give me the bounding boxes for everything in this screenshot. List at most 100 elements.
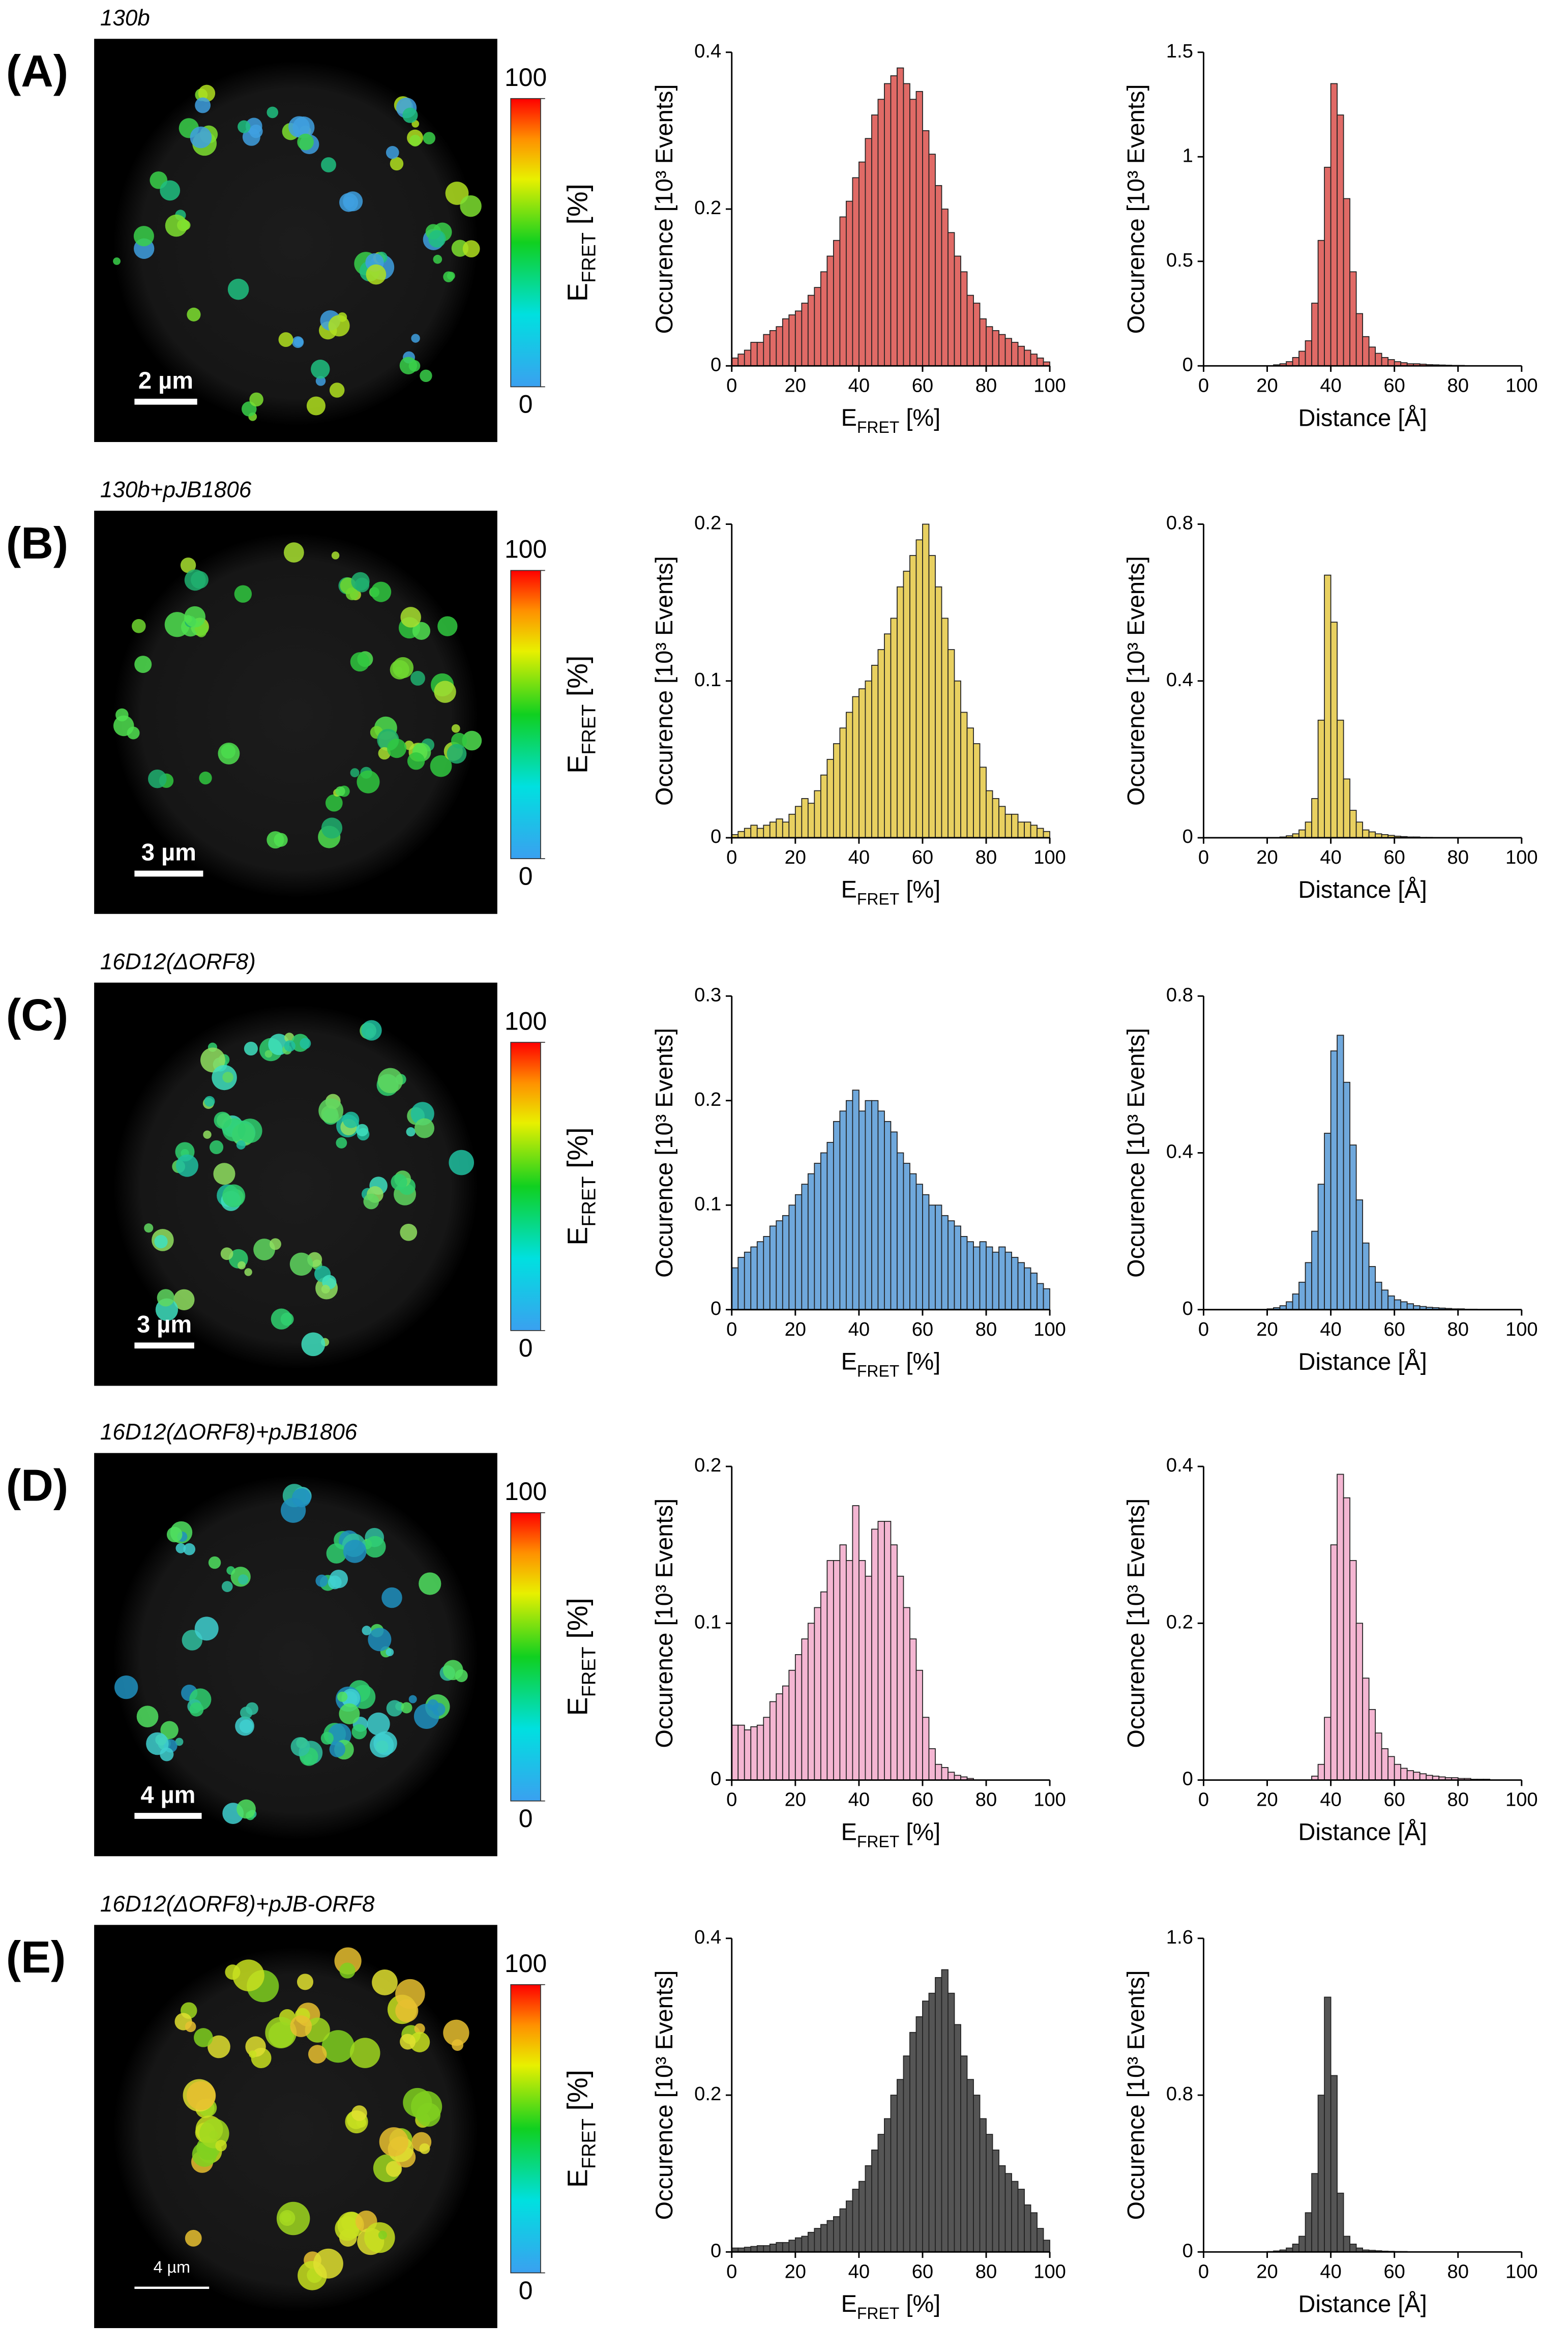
bar [986, 326, 993, 367]
fluorescent-spot [350, 652, 370, 672]
bar [992, 1251, 999, 1310]
bar [1368, 831, 1376, 838]
y-axis-label: Occurence [10³ Events] [1122, 556, 1149, 806]
fluorescent-spot [127, 726, 140, 740]
fluorescent-spot [410, 670, 425, 686]
bar [737, 831, 745, 838]
colorbar [510, 1042, 541, 1331]
bar [922, 130, 930, 367]
x-tick-label: 0 [726, 1789, 737, 1811]
bar [794, 310, 803, 367]
fluorescent-spot [378, 2230, 387, 2240]
y-tick-label: 0 [1182, 2240, 1193, 2261]
fluorescent-spot [166, 1526, 183, 1543]
bar [794, 1194, 803, 1310]
bar [1030, 2212, 1038, 2253]
bar [820, 1152, 828, 1310]
fluorescent-spot [267, 106, 279, 119]
fluorescent-spot [190, 126, 212, 149]
x-tick-label: 20 [785, 1789, 806, 1811]
y-tick-label: 0 [1182, 1298, 1193, 1319]
bar [1355, 313, 1364, 367]
bar [820, 1591, 828, 1781]
fluorescent-spot [154, 1234, 168, 1249]
fluorescent-spot [238, 1261, 246, 1270]
fluorescent-spot [331, 551, 340, 560]
y-tick-label: 0.1 [694, 1611, 721, 1633]
y-axis-label: Occurence [10³ Events] [650, 556, 677, 806]
fluorescent-spot [236, 1140, 246, 1150]
fluorescent-spot [187, 307, 201, 321]
x-tick-label: 100 [1505, 1318, 1538, 1340]
fluorescent-spot [208, 1556, 221, 1569]
bar [915, 91, 923, 367]
bar [814, 287, 821, 367]
bar [782, 2242, 790, 2253]
y-tick-label: 0 [711, 1768, 721, 1790]
fluorescent-spot [372, 1969, 398, 1995]
fluorescent-spot [447, 744, 467, 764]
bar [744, 1729, 752, 1781]
fluorescent-spot [289, 1252, 313, 1276]
fluorescent-spot [173, 1289, 195, 1310]
bar [731, 1724, 739, 1781]
bar [1330, 83, 1338, 367]
fluorescent-spot [300, 1038, 311, 1049]
fluorescent-spot [160, 1721, 179, 1740]
y-tick-label: 0.8 [1166, 512, 1193, 534]
fluorescent-spot [408, 1695, 417, 1703]
fluorescent-spot [283, 542, 304, 563]
strain-label: 16D12(ΔORF8)+pJB-ORF8 [100, 1892, 375, 1917]
colorbar-label-part: FRET [578, 232, 600, 283]
cell-outline [113, 1947, 478, 2312]
bar [801, 1638, 809, 1781]
bar [1317, 2095, 1325, 2253]
bar [820, 2224, 828, 2253]
bar [1311, 1230, 1319, 1310]
x-tick-label: 100 [1033, 1789, 1066, 1811]
fluorescent-spot [292, 1488, 311, 1508]
colorbar-label-part: E [561, 1226, 593, 1245]
fluorescent-spot [379, 2127, 408, 2157]
scale-bar-label: 3 µm [141, 839, 196, 866]
bar [1343, 1081, 1351, 1310]
bar [769, 2244, 777, 2253]
bar [1004, 813, 1012, 838]
x-tick-label: 40 [1320, 1789, 1341, 1811]
bar [1011, 813, 1019, 838]
x-tick-label: 20 [785, 846, 806, 868]
bar [1011, 1257, 1019, 1310]
colorbar-label: EFRET [%] [561, 656, 600, 774]
fluorescent-spot [406, 1127, 416, 1137]
bar [884, 633, 892, 838]
bar [1324, 574, 1332, 838]
bar [1349, 810, 1357, 838]
y-tick-label: 0.2 [1166, 1611, 1193, 1633]
bar [1387, 1756, 1395, 1781]
fluorescent-spot [350, 768, 360, 778]
fluorescent-spot [160, 180, 181, 201]
colorbar-tick-label: 0 [519, 862, 533, 890]
bar [1387, 1295, 1395, 1310]
y-tick-label: 0.2 [694, 512, 721, 534]
colorbar-tick-label: 0 [519, 2276, 533, 2305]
bar [1362, 336, 1370, 367]
fluorescent-spot [427, 1699, 439, 1711]
bar [903, 1163, 910, 1310]
fluorescent-spot [401, 1702, 412, 1714]
fluorescent-spot [411, 334, 420, 343]
bar [935, 586, 942, 838]
bar [1024, 821, 1031, 838]
bar [871, 665, 879, 838]
bar [1349, 2244, 1357, 2253]
fluorescent-spot [236, 1799, 256, 1819]
bar [1030, 1272, 1038, 1310]
x-axis-label-part: E [841, 404, 857, 431]
bar [1311, 2173, 1319, 2253]
fluorescent-spot [313, 2248, 343, 2279]
bar [909, 555, 917, 838]
bar [935, 185, 942, 367]
colorbar [510, 1984, 541, 2274]
bar [915, 539, 923, 838]
bar [915, 1184, 923, 1310]
